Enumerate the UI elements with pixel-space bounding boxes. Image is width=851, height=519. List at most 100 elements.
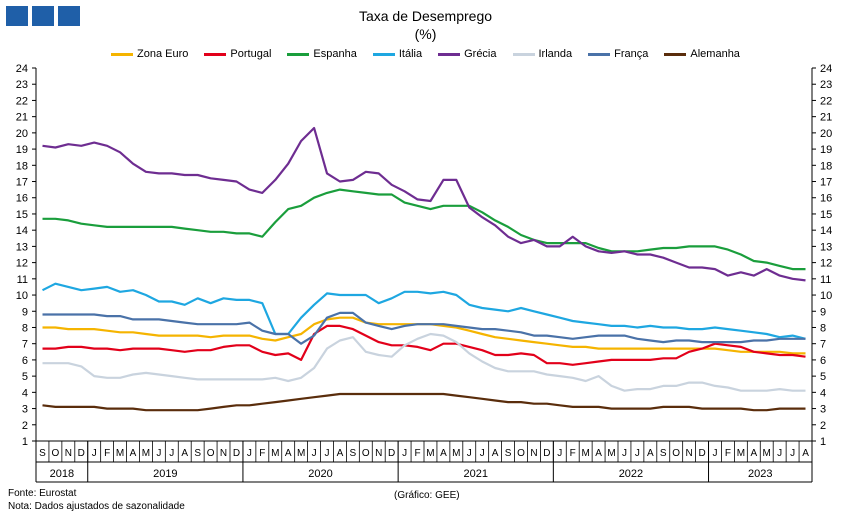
x-month-label: O: [362, 448, 370, 459]
chart-subtitle: (%): [414, 26, 437, 42]
y-tick-label: 4: [22, 387, 28, 399]
y-tick-label: 8: [22, 322, 28, 334]
gee-logo: [6, 6, 80, 26]
y-tick-label: 17: [16, 177, 28, 189]
y-tick-label: 22: [820, 95, 832, 107]
x-month-label: A: [492, 448, 499, 459]
legend-item: Alemanha: [664, 48, 740, 60]
series-line-fran-a: [42, 311, 806, 345]
legend-item: França: [588, 48, 648, 60]
x-month-label: M: [297, 448, 305, 459]
series-line-it-lia: [42, 282, 806, 340]
x-month-label: O: [52, 448, 60, 459]
legend-swatch: [111, 52, 134, 56]
x-month-label: M: [737, 448, 745, 459]
y-tick-label: 20: [820, 128, 832, 140]
x-month-label: N: [220, 448, 227, 459]
y-tick-label: 7: [22, 339, 28, 351]
y-tick-label: 5: [22, 371, 28, 383]
y-tick-label: 19: [820, 144, 832, 156]
x-month-label: M: [581, 448, 589, 459]
x-year-label: 2019: [153, 468, 177, 480]
logo-block-icon: [6, 6, 28, 26]
y-tick-label: 12: [820, 258, 832, 270]
footer-credit: (Gráfico: GEE): [394, 490, 460, 501]
series-line-irlanda: [42, 332, 806, 392]
y-tick-label: 6: [820, 355, 826, 367]
x-month-label: O: [207, 448, 215, 459]
x-month-label: S: [39, 448, 46, 459]
series-line-portugal: [42, 324, 806, 366]
x-month-label: J: [156, 448, 161, 459]
footer-source: Fonte: Eurostat: [8, 488, 77, 499]
legend-label: Grécia: [464, 48, 497, 60]
y-tick-label: 22: [16, 95, 28, 107]
legend-label: Portugal: [230, 48, 272, 60]
x-month-label: J: [467, 448, 472, 459]
legend-item: Zona Euro: [111, 48, 188, 60]
x-month-label: A: [750, 448, 757, 459]
y-tick-label: 9: [22, 306, 28, 318]
x-year-label: 2020: [308, 468, 332, 480]
y-tick-label: 15: [16, 209, 28, 221]
x-month-label: F: [725, 448, 731, 459]
y-tick-label: 18: [16, 160, 28, 172]
legend-swatch: [204, 52, 227, 56]
y-tick-label: 8: [820, 322, 826, 334]
x-month-label: J: [635, 448, 640, 459]
chart-title: Taxa de Desemprego: [358, 8, 493, 24]
legend-item: Itália: [372, 48, 422, 60]
x-month-label: M: [607, 448, 615, 459]
x-month-label: M: [271, 448, 279, 459]
x-month-label: F: [259, 448, 265, 459]
y-tick-label: 11: [17, 274, 28, 286]
x-month-label: A: [130, 448, 137, 459]
legend-label: Alemanha: [690, 48, 740, 60]
y-tick-label: 23: [820, 79, 832, 91]
x-month-label: S: [194, 448, 201, 459]
y-tick-label: 3: [22, 404, 28, 416]
y-tick-label: 24: [820, 63, 832, 75]
y-tick-label: 23: [16, 79, 28, 91]
x-month-label: J: [790, 448, 795, 459]
y-tick-label: 21: [820, 112, 832, 124]
x-year-label: 2018: [50, 468, 74, 480]
x-month-label: D: [233, 448, 240, 459]
y-tick-label: 3: [820, 404, 826, 416]
series-line-alemanha: [42, 392, 806, 412]
y-tick-label: 12: [16, 258, 28, 270]
y-tick-label: 9: [820, 306, 826, 318]
y-tick-label: 10: [820, 290, 832, 302]
x-month-label: J: [169, 448, 174, 459]
x-month-label: S: [350, 448, 357, 459]
legend-label: Zona Euro: [137, 48, 189, 60]
legend-item: Grécia: [438, 48, 497, 60]
y-tick-label: 13: [820, 241, 832, 253]
x-month-label: A: [337, 448, 344, 459]
y-tick-label: 17: [820, 177, 832, 189]
y-tick-label: 18: [820, 160, 832, 172]
x-month-label: N: [530, 448, 537, 459]
y-tick-label: 4: [820, 387, 826, 399]
legend-swatch: [664, 52, 687, 56]
x-month-label: A: [285, 448, 292, 459]
x-month-label: J: [247, 448, 252, 459]
y-tick-label: 15: [820, 209, 832, 221]
x-month-label: J: [622, 448, 627, 459]
x-month-label: J: [312, 448, 317, 459]
x-month-label: D: [698, 448, 705, 459]
y-tick-label: 20: [16, 128, 28, 140]
footer-note: Nota: Dados ajustados de sazonalidade: [8, 501, 185, 512]
y-tick-label: 2: [22, 420, 28, 432]
series-line-gr-cia: [42, 126, 806, 282]
legend-swatch: [512, 52, 535, 56]
legend-label: Espanha: [313, 48, 357, 60]
legend-swatch: [372, 52, 395, 56]
y-tick-label: 14: [820, 225, 832, 237]
x-month-label: J: [557, 448, 562, 459]
x-month-label: O: [672, 448, 680, 459]
x-month-label: F: [570, 448, 576, 459]
x-month-label: N: [65, 448, 72, 459]
y-tick-label: 11: [820, 274, 831, 286]
